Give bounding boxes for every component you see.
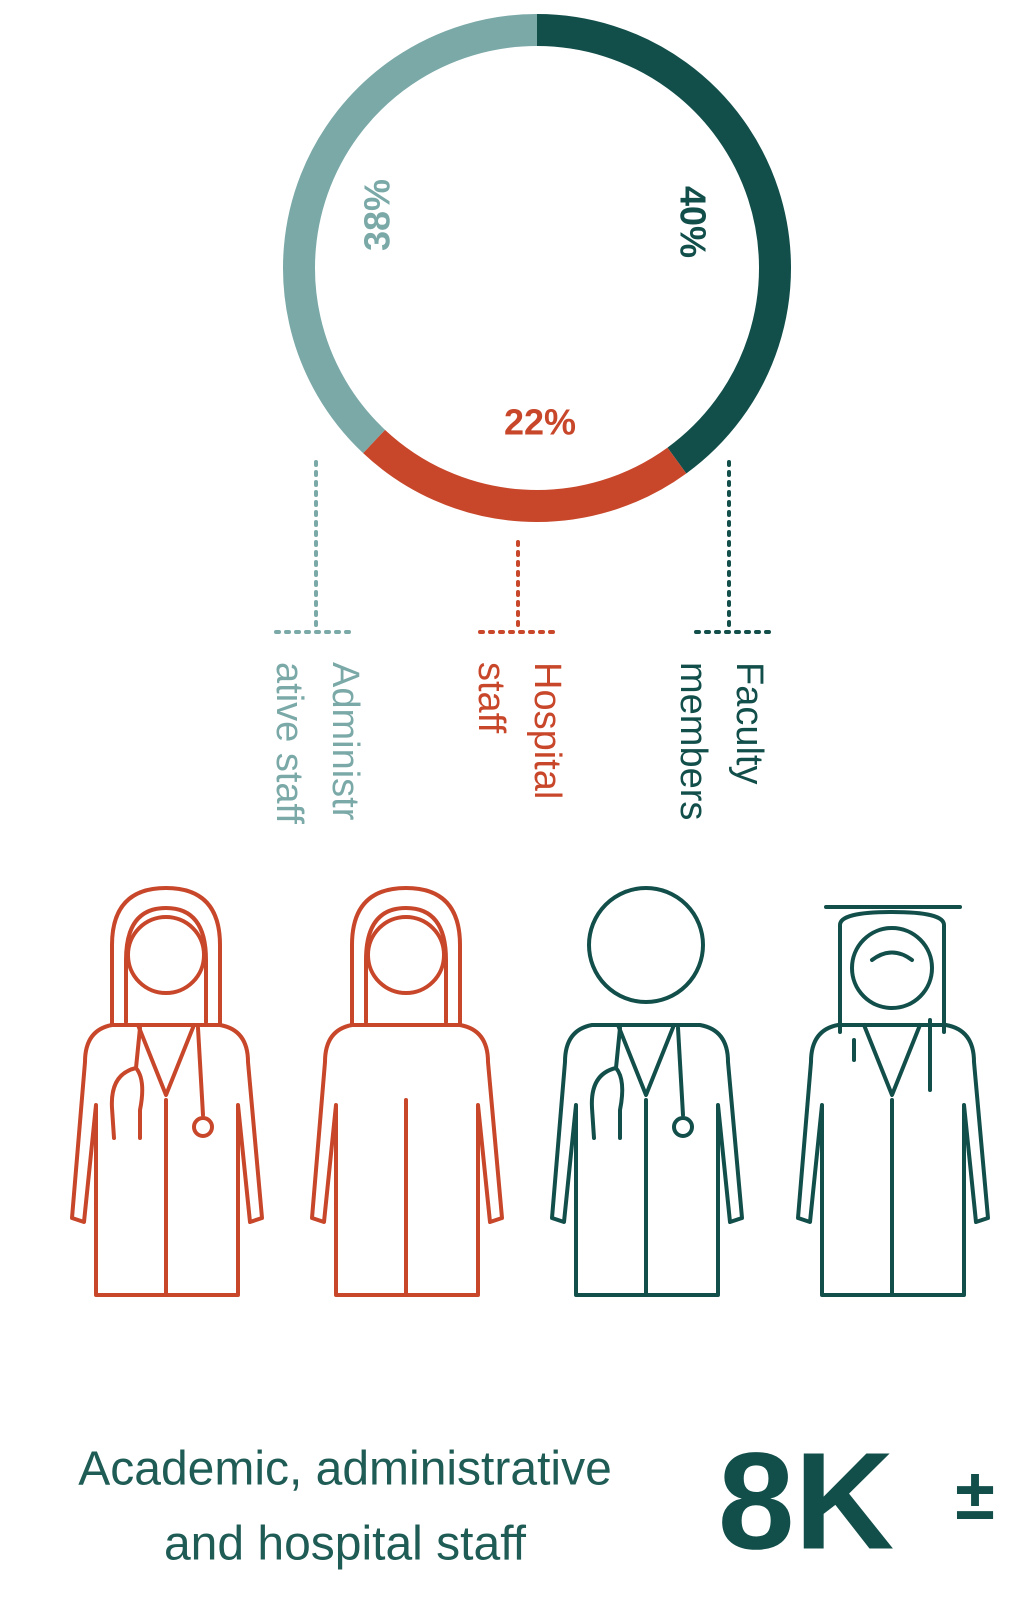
value-label: 40% xyxy=(672,186,713,258)
connector xyxy=(694,460,778,634)
headline: 8K xyxy=(718,1424,894,1578)
category-label-line: ative staff xyxy=(268,662,310,824)
value-label: 22% xyxy=(504,402,576,443)
staff-figure xyxy=(310,886,504,1297)
faculty-figure xyxy=(796,905,990,1297)
category-label: Hospital staff xyxy=(470,662,568,799)
donut-segment xyxy=(363,429,687,522)
category-label: Administr ative staff xyxy=(268,662,366,824)
category-label-line: members xyxy=(672,662,714,820)
category-label-line: staff xyxy=(470,662,512,734)
donut-segment xyxy=(536,14,791,474)
connector xyxy=(478,540,562,634)
category-label-line: Faculty xyxy=(728,662,770,784)
headline-mark: ± xyxy=(955,1455,995,1535)
category-label-line: Administr xyxy=(324,662,366,821)
connector xyxy=(274,460,358,634)
connectors xyxy=(274,460,778,634)
doctor-figure xyxy=(70,886,264,1297)
figures xyxy=(70,886,990,1297)
value-label: 38% xyxy=(357,179,398,251)
category-label: Faculty members xyxy=(672,662,770,820)
category-label-line: Hospital xyxy=(526,662,568,799)
doctor-figure xyxy=(550,886,744,1297)
caption-line: and hospital staff xyxy=(164,1518,527,1571)
donut: 40% 22% 38% xyxy=(283,14,791,522)
caption-line: Academic, administrative xyxy=(78,1443,612,1496)
donut-segment xyxy=(283,14,538,454)
